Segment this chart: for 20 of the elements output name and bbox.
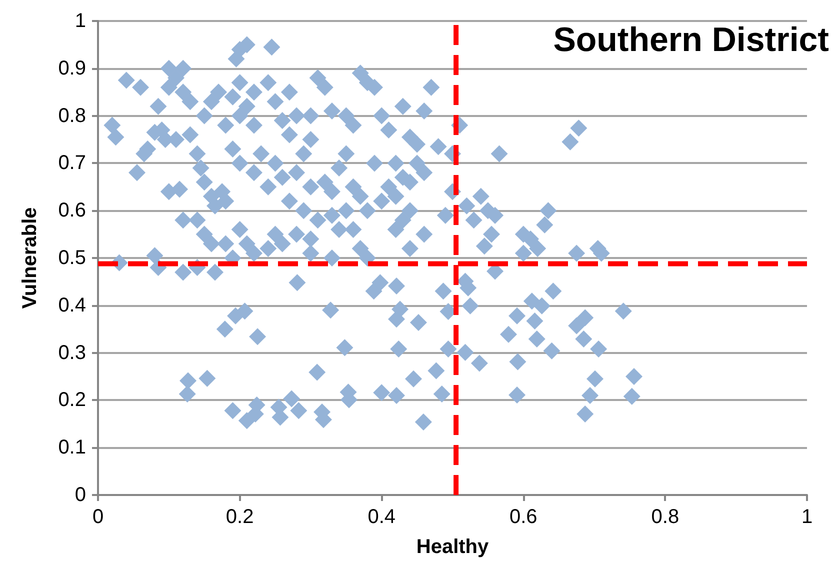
y-tick-label: 0.6 (58, 200, 86, 222)
x-tick-label: 0.2 (226, 506, 254, 528)
y-tick-label: 0.5 (58, 247, 86, 269)
y-tick-label: 0.7 (58, 152, 86, 174)
x-tick-label: 0.6 (509, 506, 538, 528)
y-tick-label: 0 (74, 484, 86, 506)
y-axis-title: Vulnerable (19, 207, 41, 309)
x-tick-label: 1 (801, 506, 813, 528)
y-tick-label: 0.1 (58, 436, 86, 459)
y-tick-label: 0.8 (58, 104, 86, 127)
y-tick-label: 0.3 (58, 342, 86, 364)
y-tick-label: 1 (74, 10, 86, 32)
x-tick-label: 0.4 (368, 506, 396, 528)
x-tick-label: 0 (92, 506, 104, 528)
x-tick-label: 0.8 (651, 506, 680, 528)
y-tick-label: 0.9 (58, 57, 86, 80)
chart-title: Southern District (553, 21, 830, 59)
y-tick-label: 0.2 (58, 389, 86, 412)
x-axis-title: Healthy (416, 536, 490, 558)
y-tick-label: 0.4 (58, 294, 86, 316)
